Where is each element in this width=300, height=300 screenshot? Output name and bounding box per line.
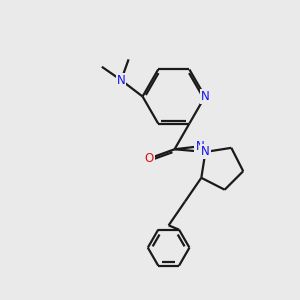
Text: N: N: [201, 146, 210, 158]
Text: N: N: [201, 90, 209, 103]
Text: N: N: [117, 74, 125, 87]
Text: N: N: [195, 140, 204, 153]
Text: O: O: [145, 152, 154, 165]
